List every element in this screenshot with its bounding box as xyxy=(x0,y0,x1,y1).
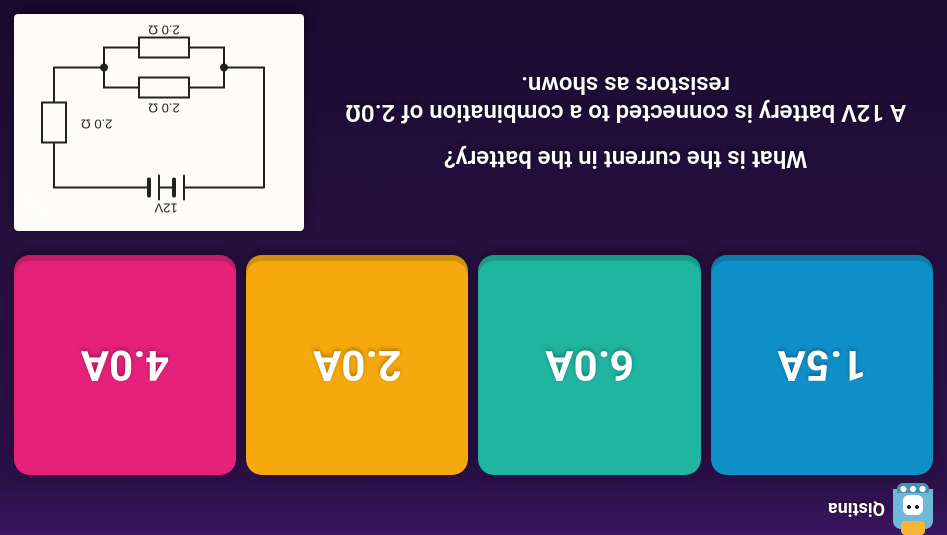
answer-grid: 1.5A 6.0A 2.0A 4.0A xyxy=(0,245,947,483)
question-area: What is the current in the battery? A 12… xyxy=(0,0,947,245)
answer-option-2[interactable]: 2.0A xyxy=(246,255,468,475)
battery-label: 12V xyxy=(154,201,177,216)
circuit-svg: 12V 2.0 Ω 2.0 Ω 2.0 Ω xyxy=(14,14,304,231)
question-line-2b: resistors as shown. xyxy=(345,72,906,100)
expand-image-button[interactable] xyxy=(24,193,52,221)
answer-option-3[interactable]: 4.0A xyxy=(14,255,236,475)
user-avatar xyxy=(893,489,933,529)
username-label: Qistina xyxy=(828,499,885,520)
answer-option-0[interactable]: 1.5A xyxy=(711,255,933,475)
avatar-face-icon xyxy=(903,495,923,515)
user-bar: Qistina xyxy=(0,483,947,535)
answer-option-1[interactable]: 6.0A xyxy=(479,255,701,475)
quiz-screen: Qistina 1.5A 6.0A 2.0A 4.0A What is the … xyxy=(0,0,947,535)
expand-icon xyxy=(24,193,52,221)
question-line-2a: A 12V battery is connected to a combinat… xyxy=(345,100,906,128)
resistor-series-label: 2.0 Ω xyxy=(81,117,113,132)
question-text: What is the current in the battery? A 12… xyxy=(318,14,933,231)
question-line-1: What is the current in the battery? xyxy=(444,146,808,174)
circuit-diagram: 12V 2.0 Ω 2.0 Ω 2.0 Ω xyxy=(14,14,304,231)
resistor-parallel-top-label: 2.0 Ω xyxy=(148,101,180,116)
resistor-parallel-bottom-label: 2.0 Ω xyxy=(148,23,180,38)
